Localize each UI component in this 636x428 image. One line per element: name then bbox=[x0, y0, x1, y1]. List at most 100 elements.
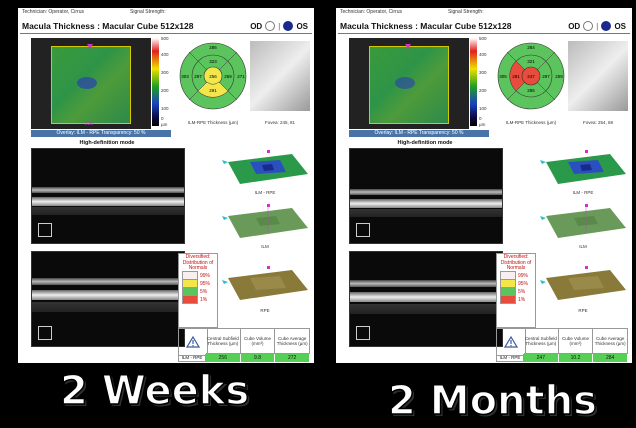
etdrs-center: 256 bbox=[209, 74, 217, 79]
colorbar-unit: µm bbox=[161, 122, 168, 127]
scan-orientation-box bbox=[356, 223, 370, 237]
report-title: Macula Thickness : Macular Cube 512x128 bbox=[340, 21, 512, 31]
eye-selector: OD | OS bbox=[568, 21, 626, 31]
bscan-vertical bbox=[349, 251, 503, 347]
colorbar-label: 200 bbox=[161, 88, 169, 93]
report-2-weeks: Technician: Operator, Cirrus Signal Stre… bbox=[18, 8, 314, 363]
rpe-surface bbox=[222, 266, 308, 300]
fundus-image: 256 bbox=[31, 38, 151, 129]
etdrs-map: 286 323 303 297 256 269 271 291 bbox=[179, 42, 247, 110]
cube-average-value: 284 bbox=[593, 354, 629, 362]
legend-level: 1% bbox=[518, 296, 526, 303]
fovea-caption: Fovea: 254, 68 bbox=[582, 120, 614, 125]
os-label: OS bbox=[614, 21, 626, 31]
slo-image bbox=[568, 41, 628, 111]
etdrs-center: 247 bbox=[527, 74, 535, 79]
surface-caption-ilm: ILM bbox=[579, 244, 587, 249]
ilm-surface bbox=[222, 204, 308, 238]
bscan-horizontal bbox=[349, 148, 503, 244]
colorbar-label: 0 bbox=[479, 116, 482, 121]
surface-caption-ilm-rpe: ILM - RPE bbox=[254, 190, 276, 195]
table-header: Central Subfield Thickness (µm) bbox=[524, 328, 559, 354]
colorbar bbox=[152, 38, 159, 126]
os-radio bbox=[283, 21, 294, 31]
central-subfield-value: 247 bbox=[524, 354, 559, 362]
scan-marker bbox=[87, 44, 93, 49]
table-header: Cube Volume (mm³) bbox=[240, 328, 276, 354]
scan-orientation-box bbox=[38, 223, 52, 237]
surface-caption-rpe: RPE bbox=[260, 308, 270, 313]
os-radio bbox=[601, 21, 612, 31]
etdrs-map: 284 321 305 281 247 297 259 285 bbox=[497, 42, 565, 110]
etdrs-inner-left: 297 bbox=[194, 74, 202, 79]
etdrs-outer-left: 303 bbox=[181, 74, 189, 79]
fundus-number: 256 bbox=[85, 121, 94, 127]
etdrs-inner-bottom: 291 bbox=[209, 88, 217, 93]
etdrs-outer-right: 271 bbox=[237, 74, 245, 79]
colorbar-label: 200 bbox=[479, 88, 487, 93]
fundus-image bbox=[349, 38, 469, 129]
surface-caption-ilm-rpe: ILM - RPE bbox=[572, 190, 594, 195]
thickness-overlay bbox=[51, 46, 131, 124]
od-label: OD bbox=[250, 21, 263, 31]
thickness-overlay bbox=[369, 46, 449, 124]
signal-strength-label: Signal Strength: bbox=[130, 9, 166, 15]
table-header: Cube Average Thickness (µm) bbox=[593, 328, 629, 354]
report-title: Macula Thickness : Macular Cube 512x128 bbox=[22, 21, 194, 31]
eye-selector: OD | OS bbox=[250, 21, 308, 31]
colorbar-labels: 500 400 300 200 100 0 µm bbox=[161, 36, 179, 128]
legend-level: 99% bbox=[200, 272, 211, 279]
colorbar-labels: 500 400 300 200 100 0 µm bbox=[479, 36, 497, 128]
etdrs-inner-left: 281 bbox=[512, 74, 520, 79]
signal-strength-label: Signal Strength: bbox=[448, 9, 484, 15]
table-header: Cube Volume (mm³) bbox=[558, 328, 594, 354]
etdrs-outer-left: 305 bbox=[499, 74, 507, 79]
cube-volume-value: 10.2 bbox=[558, 354, 594, 362]
report-2-months: Technician: Operator, Cirrus Signal Stre… bbox=[336, 8, 632, 363]
legend-title: Diversified: Distribution of Normals bbox=[182, 254, 214, 271]
etdrs-inner-bottom: 285 bbox=[527, 88, 535, 93]
os-label: OS bbox=[296, 21, 308, 31]
colorbar bbox=[470, 38, 477, 126]
etdrs-outer-top: 286 bbox=[209, 45, 217, 50]
od-radio bbox=[583, 21, 594, 31]
legend-level: 1% bbox=[200, 296, 208, 303]
colorbar-label: 400 bbox=[479, 52, 487, 57]
etdrs-inner-top: 323 bbox=[209, 59, 217, 64]
legend-level: 99% bbox=[518, 272, 529, 279]
normals-legend: Diversified: Distribution of Normals 99%… bbox=[178, 253, 218, 328]
colorbar-label: 300 bbox=[161, 70, 169, 75]
thickness-table: Central Subfield Thickness (µm) Cube Vol… bbox=[496, 328, 629, 362]
etdrs-inner-top: 321 bbox=[527, 59, 535, 64]
rpe-surface bbox=[540, 266, 626, 300]
legend-level: 5% bbox=[518, 288, 526, 295]
central-subfield-value: 256 bbox=[206, 354, 241, 362]
etdrs-caption: ILM-RPE Thickness (µm) bbox=[187, 120, 239, 125]
table-row-label: ILM - RPE bbox=[178, 354, 206, 362]
colorbar-unit: µm bbox=[479, 122, 486, 127]
title-bar: Macula Thickness : Macular Cube 512x128 … bbox=[20, 19, 312, 34]
od-radio bbox=[265, 21, 276, 31]
overlay-caption: Overlay: ILM - RPE Transparency: 50 % bbox=[31, 130, 171, 137]
table-header: Central Subfield Thickness (µm) bbox=[206, 328, 241, 354]
etdrs-inner-right: 297 bbox=[542, 74, 550, 79]
etdrs-outer-top: 284 bbox=[527, 45, 535, 50]
scan-orientation-box bbox=[38, 326, 52, 340]
technician-label: Technician: Operator, Cirrus bbox=[340, 9, 402, 15]
legend-level: 95% bbox=[200, 280, 211, 287]
bscan-vertical bbox=[31, 251, 185, 347]
colorbar-label: 500 bbox=[479, 36, 487, 41]
colorbar-label: 300 bbox=[479, 70, 487, 75]
hd-mode-label: High-definition mode bbox=[79, 140, 135, 146]
ilm-rpe-surface bbox=[540, 150, 626, 184]
overlay-caption: Overlay: ILM - RPE Transparency: 50 % bbox=[349, 130, 489, 137]
colorbar-label: 100 bbox=[161, 106, 169, 111]
caption-2-weeks: 2 Weeks bbox=[59, 367, 250, 415]
colorbar-label: 100 bbox=[479, 106, 487, 111]
legend-level: 95% bbox=[518, 280, 529, 287]
report-header: Technician: Operator, Cirrus Signal Stre… bbox=[18, 8, 314, 19]
ilm-rpe-surface bbox=[222, 150, 308, 184]
legend-title: Diversified: Distribution of Normals bbox=[500, 254, 532, 271]
surface-caption-ilm: ILM bbox=[261, 244, 269, 249]
scan-orientation-box bbox=[356, 326, 370, 340]
